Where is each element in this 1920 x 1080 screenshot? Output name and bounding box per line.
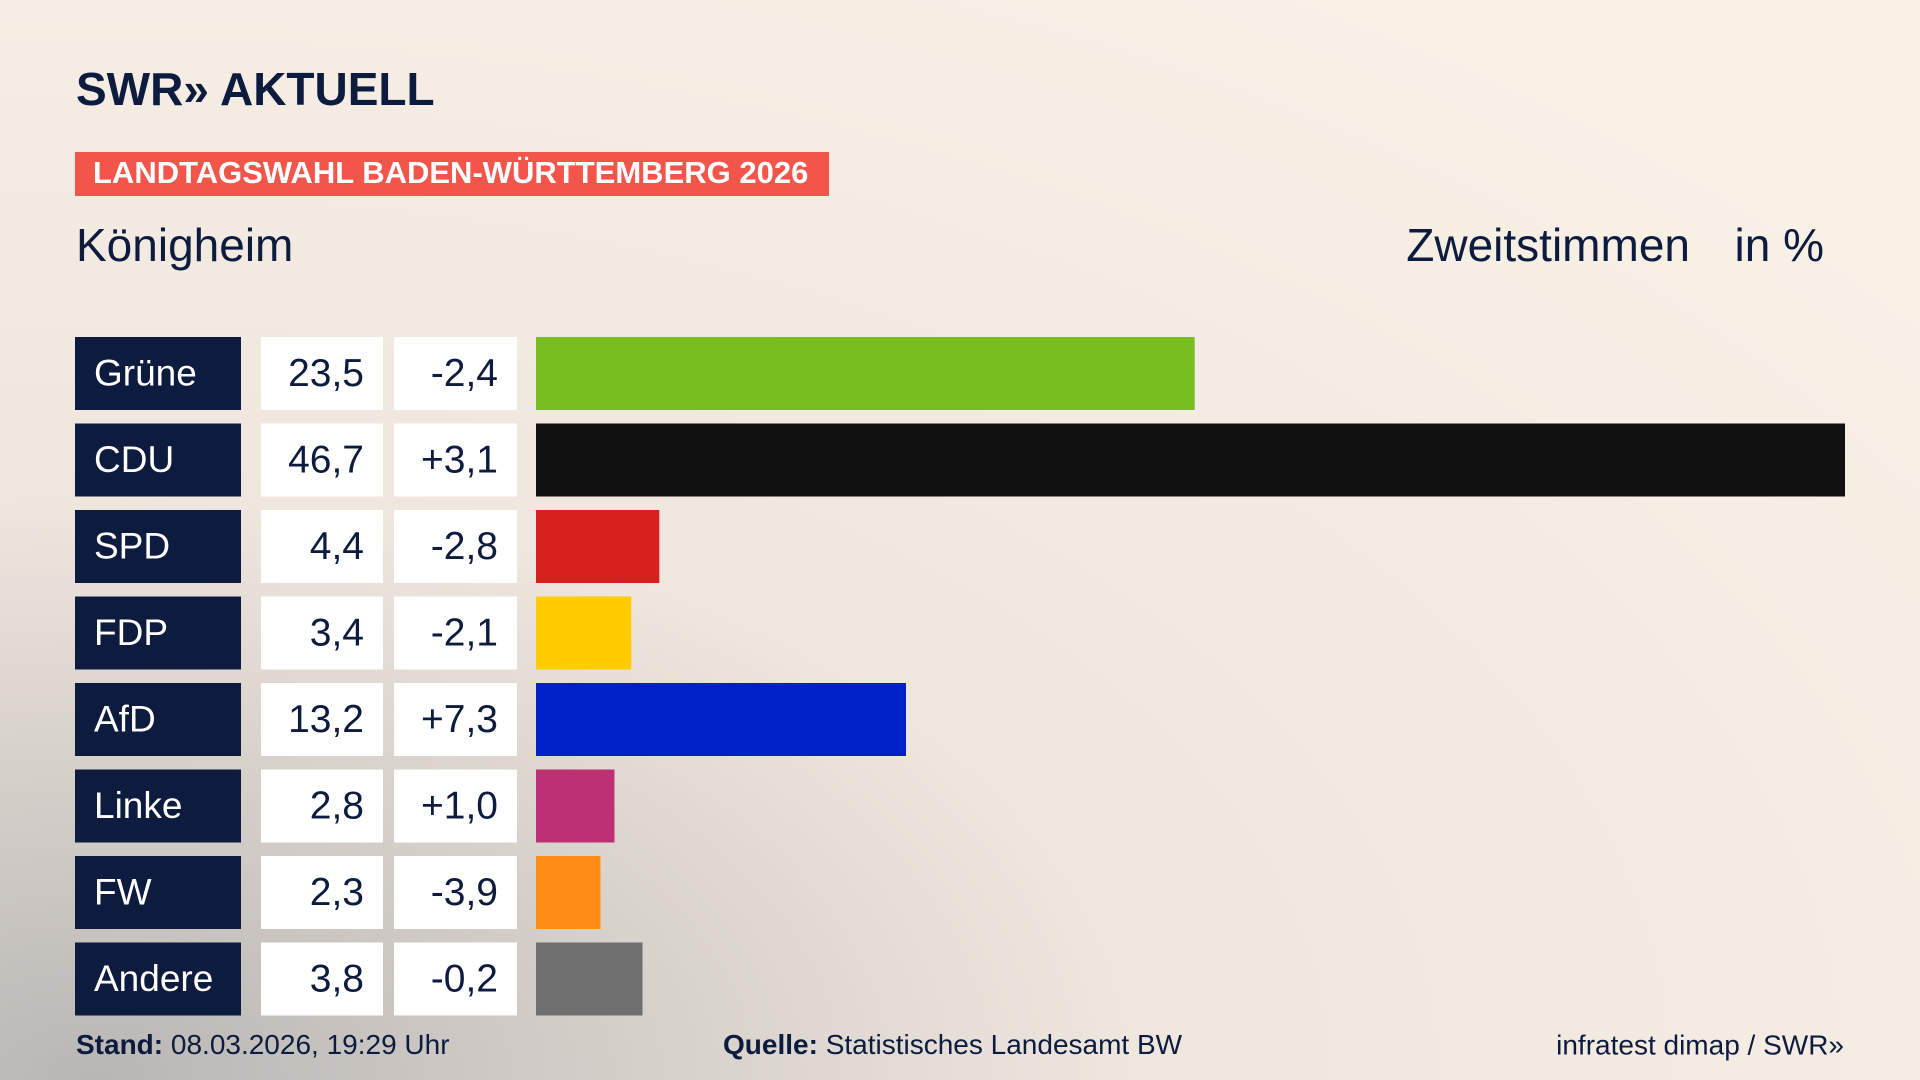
kicker-box	[75, 152, 829, 196]
bar	[536, 856, 601, 929]
subtitle: Zweitstimmen	[1406, 219, 1690, 271]
party-label: FW	[94, 871, 152, 912]
change-label: +1,0	[421, 784, 498, 827]
party-box	[75, 337, 241, 410]
change-label: -3,9	[431, 871, 498, 914]
party-box	[75, 596, 241, 670]
value-label: 2,3	[310, 871, 364, 914]
change-box	[394, 683, 517, 756]
value-box	[261, 423, 383, 497]
bar	[536, 510, 660, 583]
value-label: 46,7	[288, 438, 364, 481]
party-label: Grüne	[94, 352, 197, 393]
change-box	[394, 337, 517, 410]
source-label: Quelle:	[723, 1029, 818, 1060]
value-label: 2,8	[310, 784, 364, 827]
change-box	[394, 596, 517, 670]
unit: in %	[1735, 219, 1824, 271]
brand: SWR» AKTUELL	[76, 63, 435, 115]
change-label: -2,1	[431, 611, 498, 654]
change-label: +3,1	[421, 438, 498, 481]
value-label: 3,4	[310, 611, 364, 654]
party-label: Andere	[94, 958, 213, 999]
bar	[536, 942, 643, 1016]
change-box	[394, 423, 517, 497]
bar	[536, 596, 632, 670]
kicker: LANDTAGSWAHL BADEN-WÜRTTEMBERG 2026	[93, 155, 808, 190]
change-label: -2,4	[431, 352, 498, 395]
change-box	[394, 510, 517, 583]
change-box	[394, 856, 517, 929]
value-box	[261, 683, 383, 756]
bar	[536, 683, 906, 756]
footer-source: Quelle: Statistisches Landesamt BW	[723, 1029, 1183, 1060]
source: Statistisches Landesamt BW	[826, 1029, 1183, 1060]
value-box	[261, 942, 383, 1016]
value-box	[261, 510, 383, 583]
bar	[536, 337, 1195, 410]
change-box	[394, 769, 517, 843]
value-box	[261, 769, 383, 843]
date: 08.03.2026, 19:29 Uhr	[171, 1029, 450, 1060]
value-label: 23,5	[288, 352, 364, 395]
party-box	[75, 423, 241, 497]
party-label: Linke	[94, 785, 182, 826]
party-label: CDU	[94, 439, 174, 480]
change-label: +7,3	[421, 698, 498, 741]
footer-date: Stand: 08.03.2026, 19:29 Uhr	[76, 1029, 450, 1060]
party-label: SPD	[94, 525, 170, 566]
party-box	[75, 942, 241, 1016]
credit: infratest dimap / SWR»	[1556, 1029, 1844, 1060]
party-label: AfD	[94, 698, 156, 739]
party-box	[75, 510, 241, 583]
value-box	[261, 337, 383, 410]
date-label: Stand:	[76, 1029, 163, 1060]
chart-title: Königheim	[76, 219, 293, 271]
value-box	[261, 596, 383, 670]
value-label: 13,2	[288, 698, 364, 741]
value-label: 3,8	[310, 957, 364, 1000]
party-label: FDP	[94, 612, 168, 653]
change-box	[394, 942, 517, 1016]
party-box	[75, 683, 241, 756]
value-label: 4,4	[310, 525, 364, 568]
change-label: -2,8	[431, 525, 498, 568]
change-label: -0,2	[431, 957, 498, 1000]
party-box	[75, 769, 241, 843]
bar	[536, 769, 615, 843]
value-box	[261, 856, 383, 929]
bar	[536, 423, 1845, 497]
party-box	[75, 856, 241, 929]
